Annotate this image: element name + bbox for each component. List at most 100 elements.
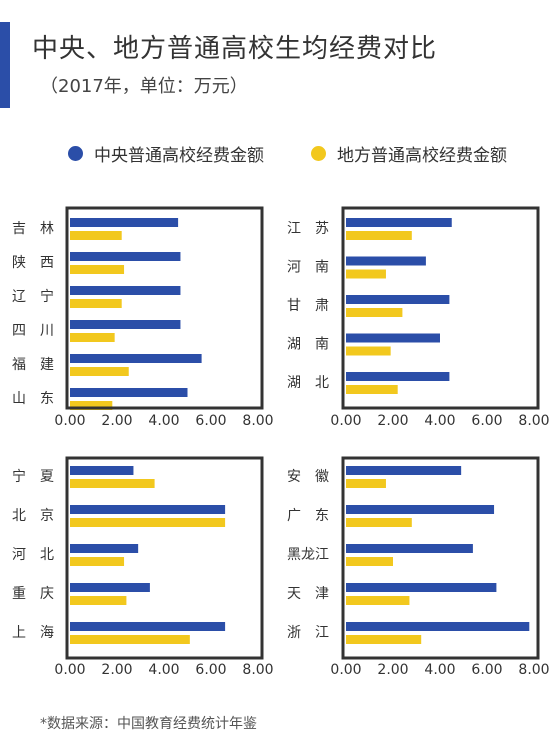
- bar-central: [70, 286, 181, 295]
- bar-local: [70, 596, 127, 605]
- category-label: 广 东: [287, 508, 329, 524]
- bar-local: [346, 346, 391, 356]
- bar-central: [346, 583, 497, 592]
- x-tick-label: 8.00: [242, 413, 273, 429]
- bar-local: [70, 265, 125, 274]
- bar-local: [346, 231, 412, 240]
- x-tick-label: 8.00: [518, 413, 549, 429]
- chart-panel-3: 宁 夏北 京河 北重 庆上 海 0.00 2.00 4.00 6.00 8.00: [12, 456, 274, 678]
- x-tick-label: 2.00: [101, 413, 132, 429]
- bar-local: [346, 596, 410, 605]
- category-label: 黑龙江: [287, 547, 329, 563]
- bar-central: [70, 252, 181, 261]
- title-accent-bar: [0, 22, 10, 108]
- x-tick-label: 4.00: [424, 413, 455, 429]
- bar-central: [346, 333, 440, 343]
- x-tick-label: 0.00: [330, 413, 361, 429]
- x-tick-label: 8.00: [242, 662, 273, 678]
- bar-local: [346, 385, 398, 394]
- category-label: 山 东: [12, 391, 54, 407]
- x-tick-label: 8.00: [518, 662, 549, 678]
- x-tick-label: 0.00: [54, 662, 85, 678]
- category-label: 湖 南: [287, 337, 329, 353]
- x-tick-label: 4.00: [424, 662, 455, 678]
- category-label: 重 庆: [12, 586, 54, 602]
- category-label: 湖 北: [287, 375, 329, 391]
- bar-local: [70, 367, 129, 376]
- category-label: 甘 肃: [287, 298, 329, 314]
- bar-local: [70, 333, 115, 342]
- bar-central: [70, 388, 188, 397]
- bar-central: [346, 372, 450, 381]
- chart-subtitle: （2017年，单位：万元）: [40, 76, 248, 97]
- category-label: 陕 西: [12, 255, 54, 271]
- bar-central: [70, 354, 202, 363]
- category-label: 安 徽: [287, 469, 329, 485]
- bar-local: [346, 308, 403, 317]
- category-label: 江 苏: [287, 221, 329, 237]
- legend-swatch-central: [68, 146, 83, 161]
- bar-central: [346, 544, 473, 553]
- data-source-note: *数据来源：中国教育经费统计年鉴: [40, 716, 257, 732]
- category-label: 吉 林: [12, 221, 54, 237]
- category-label: 辽 宁: [12, 288, 54, 305]
- bar-local: [70, 518, 226, 527]
- bar-central: [346, 505, 495, 514]
- chart-panel-1: 吉 林陕 西辽 宁四 川福 建山 东0.00 2.00 4.00 6.00 8.00: [12, 206, 274, 429]
- x-tick-label: 2.00: [101, 662, 132, 678]
- category-label: 四 川: [12, 323, 54, 339]
- bar-central: [346, 295, 450, 304]
- chart-title: 中央、地方普通高校生均经费对比: [32, 34, 438, 64]
- bar-local: [70, 299, 122, 308]
- bar-local: [70, 557, 125, 566]
- bar-central: [346, 256, 426, 266]
- bar-local: [346, 557, 393, 566]
- category-label: 福 建: [12, 357, 54, 373]
- x-tick-label: 6.00: [195, 662, 226, 678]
- category-label: 天 津: [287, 586, 329, 602]
- bar-central: [346, 622, 530, 631]
- bar-local: [346, 518, 412, 527]
- bar-local: [70, 401, 113, 410]
- bar-local: [346, 479, 386, 488]
- bar-local: [70, 635, 190, 644]
- category-label: 河 北: [12, 547, 54, 563]
- legend-label-local: 地方普通高校经费金额: [337, 146, 507, 166]
- panel-frame: [341, 206, 540, 410]
- panel-frame: [65, 456, 264, 660]
- category-label: 河 南: [287, 260, 329, 276]
- x-tick-label: 6.00: [471, 413, 502, 429]
- bar-central: [70, 218, 179, 227]
- category-label: 上 海: [12, 625, 54, 641]
- x-tick-label: 2.00: [377, 413, 408, 429]
- bar-central: [70, 466, 134, 475]
- legend-label-central: 中央普通高校经费金额: [94, 146, 264, 166]
- legend-swatch-local: [311, 146, 326, 161]
- bar-central: [70, 544, 139, 553]
- bar-central: [70, 583, 150, 592]
- category-label: 北 京: [12, 508, 54, 524]
- bar-central: [70, 505, 226, 514]
- panel-frame: [341, 456, 540, 660]
- x-tick-label: 4.00: [148, 413, 179, 429]
- x-tick-label: 0.00: [54, 413, 85, 429]
- panel-frame: [65, 206, 264, 410]
- chart-panel-2: 江 苏河 南甘 肃湖 南湖 北 0.00 2.00 4.00 6.00 8.00: [287, 206, 550, 429]
- legend-item-local: 地方普通高校经费金额: [311, 141, 507, 166]
- bar-central: [70, 320, 181, 329]
- x-tick-label: 0.00: [330, 662, 361, 678]
- x-tick-label: 4.00: [148, 662, 179, 678]
- bar-local: [70, 479, 155, 488]
- x-tick-label: 2.00: [377, 662, 408, 678]
- bar-local: [346, 635, 422, 644]
- legend-item-central: 中央普通高校经费金额: [68, 141, 264, 166]
- bar-central: [70, 622, 226, 631]
- bar-local: [346, 269, 386, 279]
- category-label: 浙 江: [287, 625, 329, 641]
- category-label: 宁 夏: [12, 468, 54, 485]
- x-tick-label: 6.00: [195, 413, 226, 429]
- bar-central: [346, 218, 452, 227]
- x-tick-label: 6.00: [471, 662, 502, 678]
